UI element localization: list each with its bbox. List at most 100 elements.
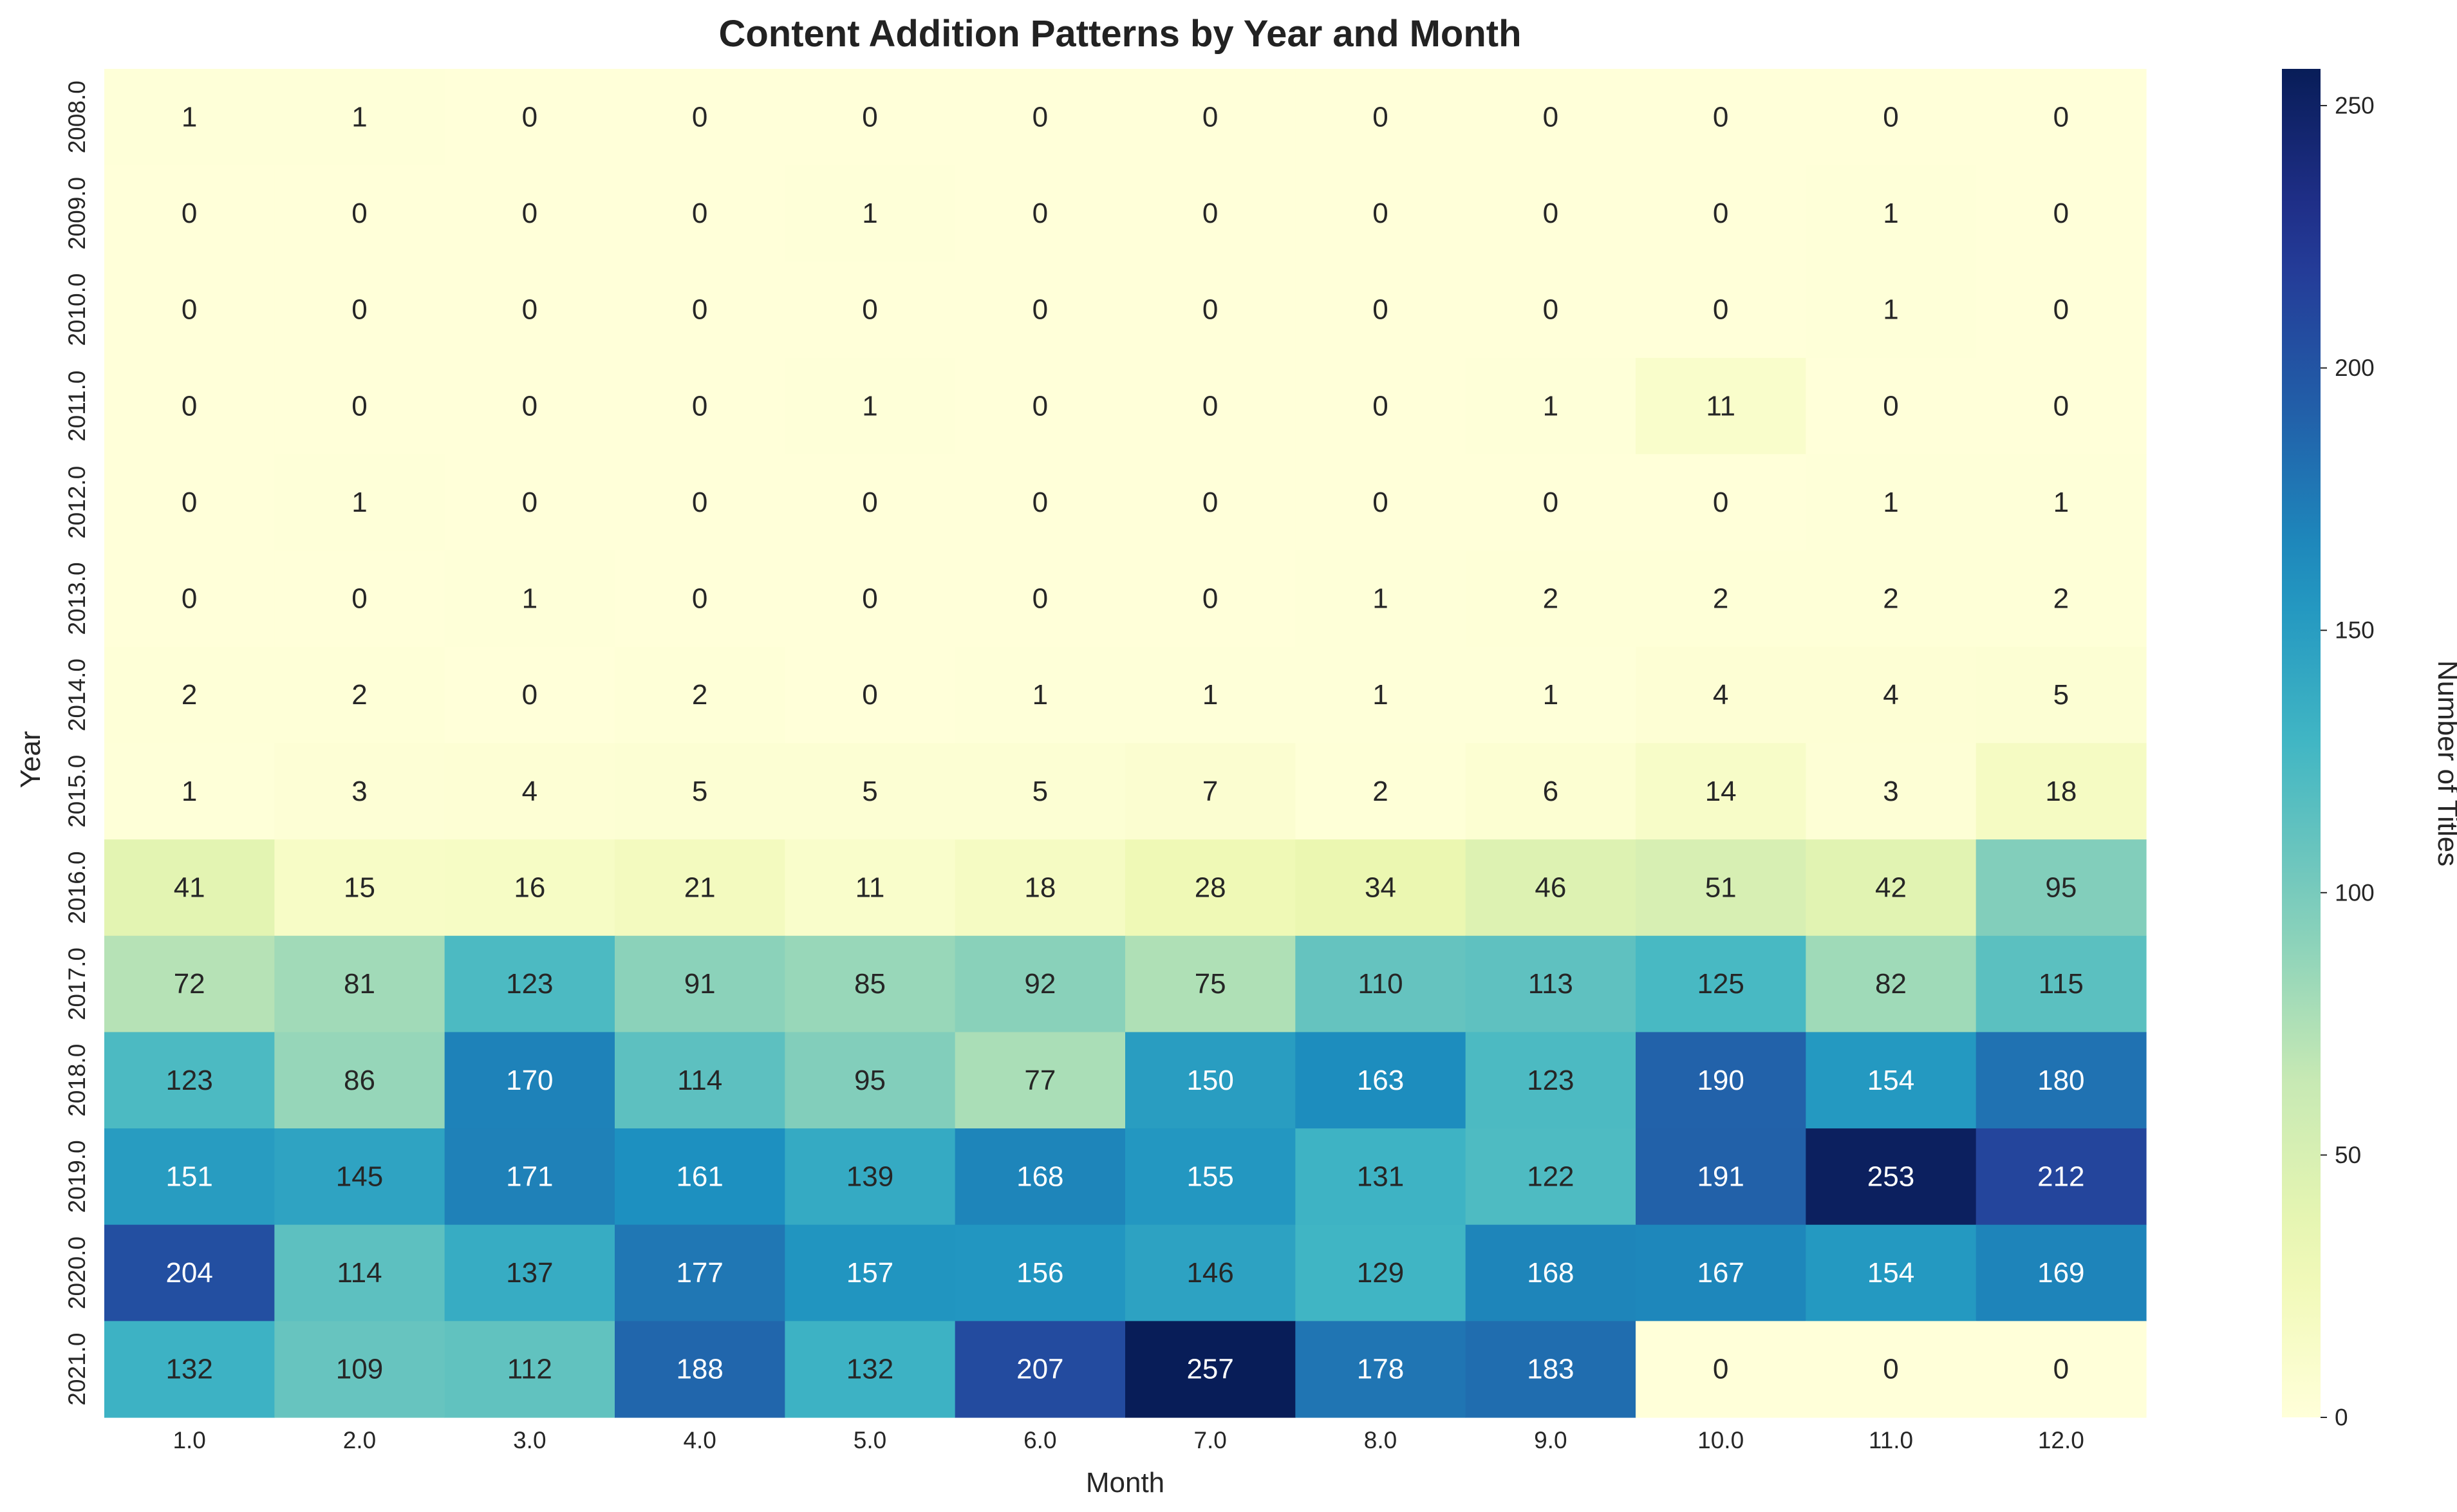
cell-value-label: 161 xyxy=(676,1161,723,1192)
heatmap-cell xyxy=(1125,1128,1296,1226)
y-tick-label: 2018.0 xyxy=(64,1044,90,1117)
heatmap-cell xyxy=(1806,743,1977,840)
heatmap-cell xyxy=(444,1224,615,1321)
heatmap-cell xyxy=(615,1032,785,1129)
cell-value-label: 75 xyxy=(1195,968,1226,1000)
cell-value-label: 1 xyxy=(2053,487,2069,518)
cell-value-label: 0 xyxy=(522,101,537,133)
heatmap-cell xyxy=(274,935,445,1033)
colorbar-ticks: 0 50 100 150 200 250 xyxy=(2321,93,2375,1431)
heatmap-cell xyxy=(1636,550,1806,648)
heatmap-cell xyxy=(1295,261,1466,359)
cell-value-label: 46 xyxy=(1535,872,1566,903)
cell-value-label: 4 xyxy=(1883,679,1898,711)
cell-value-label: 0 xyxy=(1713,294,1728,326)
cell-value-label: 0 xyxy=(862,583,877,615)
x-tick-label: 4.0 xyxy=(683,1427,716,1453)
cell-value-label: 0 xyxy=(692,294,707,326)
y-tick-label: 2012.0 xyxy=(64,466,90,539)
cell-value-label: 0 xyxy=(1713,487,1728,518)
heatmap-cell xyxy=(615,165,785,262)
cell-value-label: 151 xyxy=(165,1161,212,1192)
cell-value-label: 2 xyxy=(692,679,707,711)
y-tick-label: 2010.0 xyxy=(64,274,90,346)
heatmap-cell xyxy=(1295,1224,1466,1321)
heatmap-cell xyxy=(615,69,785,166)
cell-value-label: 81 xyxy=(344,968,375,1000)
cell-value-label: 4 xyxy=(522,776,537,807)
heatmap-cell xyxy=(955,1321,1126,1418)
x-axis-ticks: 1.0 2.0 3.0 4.0 5.0 6.0 7.0 8.0 9.0 10.0 11.0 12.0 xyxy=(173,1427,2084,1453)
cell-value-label: 0 xyxy=(182,294,197,326)
heatmap-cell xyxy=(104,165,275,262)
heatmap-cell xyxy=(1125,165,1296,262)
cell-value-label: 72 xyxy=(174,968,205,1000)
cell-value-label: 91 xyxy=(684,968,716,1000)
heatmap-cell xyxy=(1976,261,2147,359)
heatmap-cell xyxy=(1465,69,1636,166)
cell-value-label: 5 xyxy=(1032,776,1048,807)
cell-value-label: 6 xyxy=(1543,776,1558,807)
heatmap-cell xyxy=(1125,1321,1296,1418)
cell-value-label: 4 xyxy=(1713,679,1728,711)
heatmap-cell xyxy=(1465,550,1636,648)
heatmap-cell xyxy=(104,646,275,744)
cell-value-label: 0 xyxy=(862,294,877,326)
heatmap-cell xyxy=(1125,646,1296,744)
heatmap-cell xyxy=(955,69,1126,166)
heatmap-cell xyxy=(1976,454,2147,551)
heatmap-cell xyxy=(104,839,275,937)
heatmap-cell xyxy=(1125,550,1296,648)
cell-value-label: 146 xyxy=(1186,1257,1233,1289)
cell-value-label: 0 xyxy=(1883,101,1898,133)
heatmap-cell xyxy=(104,743,275,840)
cell-value-label: 41 xyxy=(174,872,205,903)
heatmap-cell xyxy=(274,261,445,359)
heatmap-cell xyxy=(104,69,275,166)
heatmap-cell xyxy=(444,646,615,744)
cell-value-label: 163 xyxy=(1357,1065,1404,1096)
cell-value-label: 42 xyxy=(1875,872,1907,903)
heatmap-cell xyxy=(1806,357,1977,455)
cell-value-label: 123 xyxy=(1527,1065,1574,1096)
cell-value-label: 204 xyxy=(165,1257,212,1289)
heatmap-cell xyxy=(274,1128,445,1226)
cell-value-label: 169 xyxy=(2037,1257,2084,1289)
x-tick-label: 12.0 xyxy=(2038,1427,2084,1453)
cell-value-label: 0 xyxy=(1032,583,1048,615)
cell-value-label: 0 xyxy=(2053,198,2069,229)
heatmap-cell xyxy=(955,165,1126,262)
cell-value-label: 1 xyxy=(1883,198,1898,229)
heatmap-cell xyxy=(444,1128,615,1226)
y-axis-label: Year xyxy=(15,731,46,789)
cell-value-label: 0 xyxy=(351,294,367,326)
cell-value-label: 122 xyxy=(1527,1161,1574,1192)
heatmap-cell xyxy=(104,1321,275,1418)
cell-value-label: 0 xyxy=(2053,390,2069,422)
heatmap-cell xyxy=(1295,1128,1466,1226)
x-tick-label: 2.0 xyxy=(343,1427,376,1453)
heatmap-cell xyxy=(274,646,445,744)
heatmap-cell xyxy=(1806,935,1977,1033)
heatmap-cell xyxy=(955,1032,1126,1129)
cell-value-label: 0 xyxy=(2053,101,2069,133)
heatmap-cell xyxy=(1976,1128,2147,1226)
heatmap-cell xyxy=(1465,1032,1636,1129)
cell-value-label: 0 xyxy=(692,487,707,518)
heatmap-cell xyxy=(1806,454,1977,551)
heatmap-cell xyxy=(104,550,275,648)
heatmap-cell xyxy=(1465,839,1636,937)
heatmap-cell xyxy=(1976,839,2147,937)
heatmap-cell xyxy=(1976,646,2147,744)
cell-value-label: 0 xyxy=(1202,583,1218,615)
cell-value-label: 1 xyxy=(1202,679,1218,711)
heatmap-cell xyxy=(274,1321,445,1418)
cell-value-label: 0 xyxy=(2053,1354,2069,1385)
cell-value-label: 183 xyxy=(1527,1354,1574,1385)
colorbar-tick-label: 150 xyxy=(2335,617,2375,644)
heatmap-cell xyxy=(1465,1224,1636,1321)
cell-value-label: 0 xyxy=(862,487,877,518)
cell-value-label: 132 xyxy=(165,1354,212,1385)
heatmap-cell xyxy=(1636,165,1806,262)
heatmap-cell xyxy=(1125,357,1296,455)
